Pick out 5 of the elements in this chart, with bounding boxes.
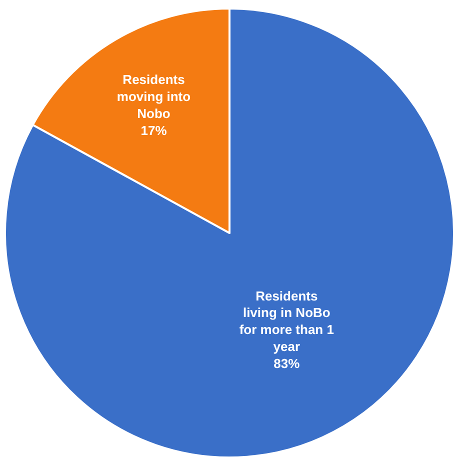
slice-label: Residents living in NoBo for more than 1 year <box>239 288 334 354</box>
pie-slice <box>4 8 455 458</box>
data-label: 17% <box>140 122 168 138</box>
slice-label: Residents moving into Nobo <box>116 72 191 121</box>
data-label: 83% <box>274 356 300 371</box>
